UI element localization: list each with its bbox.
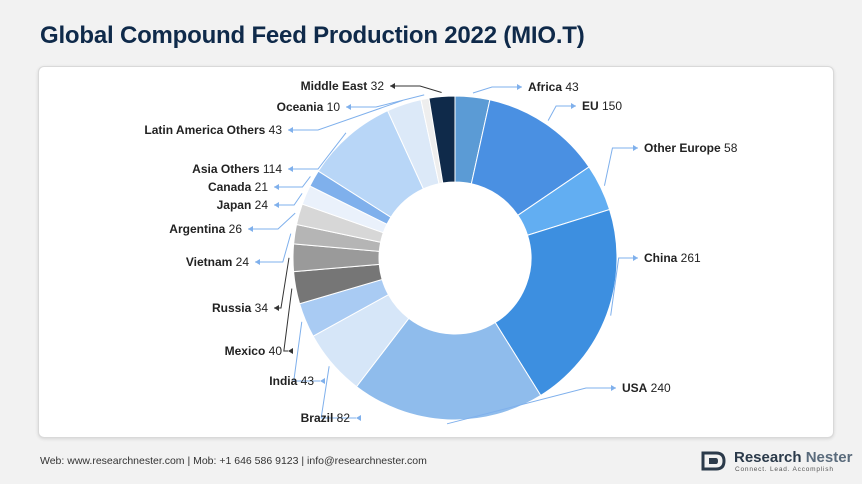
- slice-label: USA 240: [622, 381, 671, 395]
- slice-label: Middle East 32: [301, 79, 385, 93]
- leader-line: [320, 366, 356, 419]
- slice-label: Russia 34: [212, 301, 268, 315]
- brand-name: Research Nester: [734, 449, 852, 466]
- slice-label: China 261: [644, 251, 701, 265]
- slice-label: Latin America Others 43: [144, 123, 282, 137]
- leader-line: [390, 85, 442, 94]
- leader-line: [288, 132, 347, 170]
- leader-line: [446, 387, 616, 425]
- leader-line: [255, 233, 292, 263]
- slice-label: Brazil 82: [301, 411, 351, 425]
- leader-line: [603, 147, 638, 186]
- leader-arrow-icon: [356, 415, 361, 421]
- slice-label: Asia Others 114: [192, 162, 282, 176]
- leader-arrow-icon: [288, 348, 293, 354]
- slice-label: Other Europe 58: [644, 141, 738, 155]
- leader-arrow-icon: [320, 378, 325, 384]
- leader-arrow-icon: [633, 255, 638, 261]
- logo-icon: [701, 451, 726, 471]
- page-title: Global Compound Feed Production 2022 (MI…: [40, 22, 585, 49]
- brand-name-main: Research: [734, 449, 802, 466]
- leader-arrow-icon: [255, 259, 260, 265]
- leader-arrow-icon: [274, 305, 279, 311]
- slice-label: Africa 43: [528, 80, 579, 94]
- slice-label: EU 150: [582, 99, 622, 113]
- leader-arrow-icon: [346, 104, 351, 110]
- leader-arrow-icon: [611, 385, 616, 391]
- leader-line: [293, 321, 320, 382]
- leader-line: [283, 288, 293, 352]
- leader-line: [274, 193, 303, 206]
- slice-label: Argentina 26: [169, 222, 242, 236]
- leader-arrow-icon: [517, 84, 522, 90]
- leader-line: [472, 86, 522, 94]
- slice-label: Mexico 40: [225, 344, 283, 358]
- leader-arrow-icon: [633, 145, 638, 151]
- slice-label: India 43: [269, 374, 314, 388]
- brand-logo: Research Nester Connect. Lead. Accomplis…: [700, 447, 852, 477]
- leader-arrow-icon: [390, 83, 395, 89]
- leader-arrow-icon: [288, 166, 293, 172]
- leader-line: [288, 99, 403, 131]
- leader-arrow-icon: [248, 226, 253, 232]
- slice-middle-east: [428, 95, 456, 184]
- leader-line: [346, 94, 425, 108]
- leader-line: [610, 257, 638, 316]
- slice-label: Canada 21: [208, 180, 268, 194]
- footer-contact: Web: www.researchnester.com | Mob: +1 64…: [40, 455, 427, 467]
- leader-line: [248, 212, 296, 230]
- leader-arrow-icon: [274, 184, 279, 190]
- leader-arrow-icon: [288, 127, 293, 133]
- leader-arrow-icon: [571, 103, 576, 109]
- slice-label: Oceania 10: [277, 100, 341, 114]
- slice-label: Japan 24: [217, 198, 269, 212]
- slice-label: Vietnam 24: [186, 255, 249, 269]
- leader-lines-group: [248, 83, 638, 425]
- leader-line: [547, 105, 576, 121]
- leader-line: [274, 176, 311, 188]
- slice-usa: [355, 317, 542, 421]
- slice-china: [494, 208, 618, 397]
- leader-arrow-icon: [274, 202, 279, 208]
- brand-tagline: Connect. Lead. Accomplish: [735, 466, 834, 473]
- slices-group: [292, 95, 618, 421]
- leader-line: [274, 257, 290, 309]
- brand-name-accent: Nester: [805, 449, 853, 466]
